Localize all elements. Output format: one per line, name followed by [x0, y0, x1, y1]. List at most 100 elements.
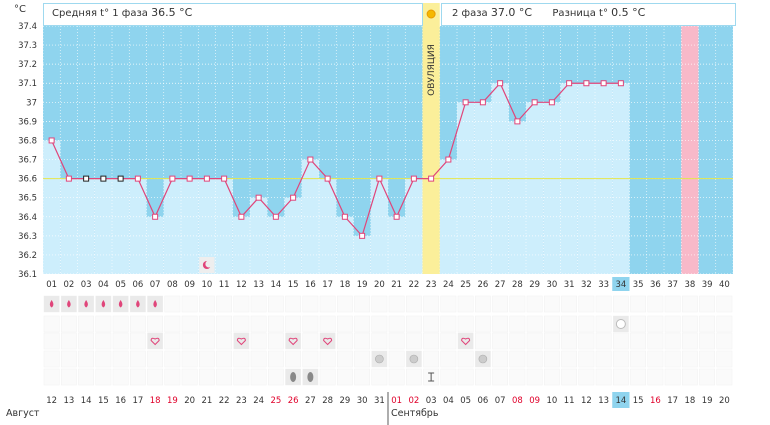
- symbol-cell[interactable]: [354, 350, 370, 368]
- symbol-cell[interactable]: [233, 315, 250, 333]
- symbol-cell[interactable]: [578, 368, 595, 386]
- symbol-cell[interactable]: [302, 350, 319, 368]
- symbol-cell[interactable]: [319, 315, 336, 333]
- temperature-point[interactable]: [445, 156, 452, 163]
- cycle-day-label[interactable]: 11: [219, 280, 230, 290]
- symbol-cell[interactable]: [475, 368, 491, 386]
- cycle-day-label[interactable]: 26: [477, 280, 488, 290]
- symbol-cell[interactable]: [147, 368, 163, 386]
- symbol-cell[interactable]: [268, 295, 284, 313]
- symbol-cell[interactable]: [233, 368, 250, 386]
- cycle-day-label[interactable]: 17: [322, 280, 333, 290]
- symbol-cell[interactable]: [699, 368, 715, 386]
- temperature-point[interactable]: [479, 99, 486, 106]
- symbol-cell[interactable]: [199, 368, 215, 386]
- symbol-cell[interactable]: [337, 332, 353, 350]
- date-label[interactable]: 19: [167, 396, 178, 406]
- symbol-cell[interactable]: [268, 332, 284, 350]
- symbol-cell[interactable]: [388, 295, 405, 313]
- temperature-point[interactable]: [428, 175, 435, 182]
- symbol-cell[interactable]: [699, 295, 715, 313]
- symbol-cell[interactable]: [354, 315, 370, 333]
- date-label[interactable]: 09: [529, 396, 540, 406]
- symbol-cell[interactable]: [319, 368, 336, 386]
- symbol-cell[interactable]: [544, 295, 560, 313]
- temperature-point[interactable]: [307, 156, 314, 163]
- date-label[interactable]: 16: [115, 396, 126, 406]
- symbol-cell[interactable]: [78, 350, 94, 368]
- temperature-point[interactable]: [497, 80, 504, 87]
- symbol-cell[interactable]: [613, 332, 629, 350]
- symbol-cell[interactable]: [285, 295, 301, 313]
- symbol-cell[interactable]: [492, 315, 508, 333]
- cycle-day-label[interactable]: 12: [236, 280, 247, 290]
- temperature-point[interactable]: [100, 175, 107, 182]
- symbol-cell[interactable]: [578, 350, 595, 368]
- symbol-cell[interactable]: [526, 368, 543, 386]
- symbol-cell[interactable]: [406, 315, 422, 333]
- symbol-cell[interactable]: [78, 332, 94, 350]
- symbol-cell[interactable]: [440, 315, 457, 333]
- date-label[interactable]: 29: [339, 396, 350, 406]
- symbol-cell[interactable]: [647, 332, 664, 350]
- temperature-point[interactable]: [359, 232, 366, 239]
- symbol-cell[interactable]: [457, 315, 474, 333]
- date-label[interactable]: 22: [219, 396, 230, 406]
- temperature-point[interactable]: [203, 175, 210, 182]
- temperature-point[interactable]: [324, 175, 331, 182]
- cycle-day-label[interactable]: 33: [598, 280, 609, 290]
- symbol-cell[interactable]: [595, 350, 612, 368]
- temperature-point[interactable]: [169, 175, 176, 182]
- cycle-day-label[interactable]: 03: [81, 280, 92, 290]
- symbol-cell[interactable]: [216, 315, 232, 333]
- symbol-cell[interactable]: [78, 368, 94, 386]
- date-label[interactable]: 10: [546, 396, 557, 406]
- symbol-cell[interactable]: [354, 332, 370, 350]
- symbol-cell[interactable]: [544, 332, 560, 350]
- symbol-cell[interactable]: [285, 350, 301, 368]
- symbol-cell[interactable]: [43, 368, 60, 386]
- symbol-cell[interactable]: [664, 315, 681, 333]
- symbol-cell[interactable]: [354, 295, 370, 313]
- symbol-cell[interactable]: [561, 368, 577, 386]
- date-label[interactable]: 13: [598, 396, 609, 406]
- cycle-day-label[interactable]: 34: [615, 280, 626, 290]
- symbol-cell[interactable]: [716, 332, 733, 350]
- symbol-cell[interactable]: [423, 315, 439, 333]
- symbol-cell[interactable]: [544, 350, 560, 368]
- symbol-cell[interactable]: [164, 350, 181, 368]
- symbol-cell[interactable]: [250, 315, 267, 333]
- symbol-cell[interactable]: [250, 350, 267, 368]
- cycle-day-label[interactable]: 07: [150, 280, 161, 290]
- cycle-day-label[interactable]: 15: [288, 280, 299, 290]
- date-label[interactable]: 17: [132, 396, 143, 406]
- symbol-cell[interactable]: [388, 368, 405, 386]
- date-label[interactable]: 15: [98, 396, 109, 406]
- symbol-cell[interactable]: [354, 368, 370, 386]
- symbol-cell[interactable]: [95, 368, 112, 386]
- date-label[interactable]: 14: [81, 396, 92, 406]
- symbol-cell[interactable]: [112, 350, 129, 368]
- cycle-day-label[interactable]: 08: [167, 280, 178, 290]
- cycle-day-label[interactable]: 20: [374, 280, 385, 290]
- symbol-cell[interactable]: [285, 315, 301, 333]
- symbol-cell[interactable]: [475, 315, 491, 333]
- symbol-cell[interactable]: [578, 332, 595, 350]
- symbol-cell[interactable]: [406, 295, 422, 313]
- temperature-point[interactable]: [393, 213, 400, 220]
- temperature-point[interactable]: [65, 175, 72, 182]
- cycle-day-label[interactable]: 13: [253, 280, 264, 290]
- symbol-cell[interactable]: [181, 350, 198, 368]
- date-label[interactable]: 12: [46, 396, 57, 406]
- symbol-cell[interactable]: [509, 368, 526, 386]
- symbol-cell[interactable]: [268, 315, 284, 333]
- cycle-day-label[interactable]: 24: [443, 280, 454, 290]
- date-label[interactable]: 30: [357, 396, 368, 406]
- temperature-point[interactable]: [48, 137, 55, 144]
- symbol-cell[interactable]: [716, 350, 733, 368]
- temperature-point[interactable]: [152, 213, 159, 220]
- date-label[interactable]: 24: [253, 396, 264, 406]
- cycle-day-label[interactable]: 05: [115, 280, 126, 290]
- cycle-day-label[interactable]: 23: [426, 280, 437, 290]
- cycle-day-label[interactable]: 35: [633, 280, 644, 290]
